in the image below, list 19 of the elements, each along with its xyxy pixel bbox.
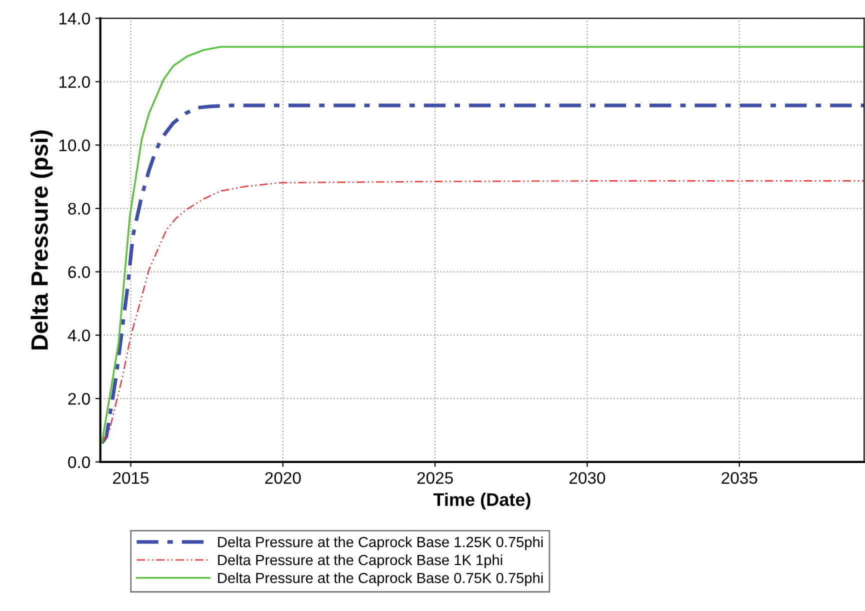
y-tick-label: 6.0 [68,266,90,278]
line-series [101,180,864,444]
x-tick-label: 2035 [722,472,758,484]
y-axis-title: Delta Pressure (psi) [30,130,53,350]
x-tick-label: 2025 [417,472,453,484]
x-axis-title: Time (Date) [433,492,530,510]
x-tick-label: 2020 [265,472,301,484]
legend-label: Delta Pressure at the Caprock Base 0.75K 0.75phi [218,572,543,586]
x-tick-label: 2015 [113,472,149,484]
y-tick-label: 0.0 [68,456,90,468]
y-tick-label: 10.0 [59,139,90,152]
y-tick-label: 8.0 [68,202,90,215]
y-tick-label: 14.0 [59,12,90,25]
y-tick-label: 12.0 [59,76,90,88]
x-tick-label: 2030 [570,472,606,484]
legend-label: Delta Pressure at the Caprock Base 1K 1phi [218,554,502,568]
y-tick-label: 2.0 [68,392,90,405]
legend-label: Delta Pressure at the Caprock Base 1.25K 0.75phi [218,536,543,550]
y-tick-label: 4.0 [68,330,90,342]
